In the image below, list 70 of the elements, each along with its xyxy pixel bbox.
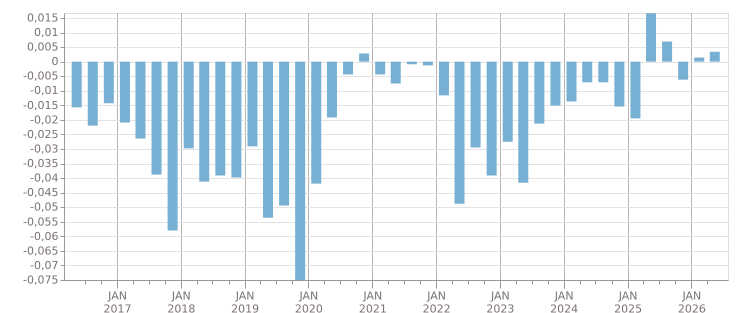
y-tick-label: -0,075 (23, 274, 58, 286)
bar (199, 62, 210, 182)
bar (295, 62, 306, 280)
bar (279, 62, 290, 206)
bar (104, 62, 114, 104)
x-tick-label: JAN 2026 (678, 290, 706, 313)
bar (135, 62, 146, 138)
x-tick-label: JAN 2025 (614, 290, 642, 313)
bar (598, 62, 608, 82)
y-tick-label: -0,065 (23, 244, 58, 258)
y-tick-label: -0,03 (30, 142, 58, 156)
y-tick-label: -0,01 (30, 84, 58, 98)
x-tick-label: JAN 2022 (422, 290, 451, 313)
bar (486, 62, 497, 176)
bar (343, 62, 354, 74)
bar (231, 62, 242, 178)
y-tick-label: -0,02 (30, 113, 58, 126)
bar (614, 62, 624, 106)
bar (710, 52, 720, 62)
y-tick-label: -0,05 (30, 200, 58, 214)
y-tick-label: -0,04 (30, 172, 58, 185)
y-tick-label: 0,01 (34, 26, 58, 40)
bar (518, 62, 528, 183)
bar (438, 62, 449, 96)
bar (662, 42, 672, 62)
y-tick-label: -0,055 (23, 215, 58, 228)
x-tick-label: JAN 2023 (486, 290, 514, 313)
bar (646, 13, 656, 62)
y-tick-label: -0,06 (30, 230, 58, 243)
bar (168, 62, 178, 230)
y-tick-label: 0 (52, 55, 58, 68)
bar (582, 62, 592, 82)
bar (534, 62, 544, 124)
bar (120, 62, 130, 122)
bar (502, 62, 513, 142)
bar (566, 62, 577, 102)
bar (422, 62, 433, 66)
bar (390, 62, 401, 84)
x-tick-label: JAN 2019 (231, 290, 260, 313)
y-tick-label: 0,005 (27, 40, 58, 54)
bar (88, 62, 98, 126)
bar (470, 62, 481, 148)
bar (247, 62, 258, 146)
bar (375, 62, 386, 74)
bar (72, 62, 82, 108)
bar (550, 62, 560, 106)
bar (678, 62, 688, 80)
x-tick-label: JAN 2018 (167, 290, 196, 313)
y-tick-label: -0,005 (23, 70, 58, 83)
y-tick-label: -0,035 (23, 157, 58, 170)
bar (630, 62, 640, 118)
y-tick-label: -0,015 (23, 98, 58, 112)
bar (359, 53, 370, 62)
y-tick-label: -0,045 (23, 186, 58, 200)
bar (184, 62, 194, 148)
y-tick-label: 0,015 (27, 11, 58, 24)
bar (694, 58, 704, 62)
y-tick-label: -0,025 (23, 128, 58, 141)
bar (152, 62, 162, 175)
x-tick-label: JAN 2017 (104, 290, 132, 313)
bar (263, 62, 274, 218)
bar (326, 62, 337, 118)
bar (454, 62, 465, 204)
y-tick-label: -0,07 (30, 258, 58, 272)
bar (406, 62, 417, 64)
bar (215, 62, 226, 176)
x-tick-label: JAN 2020 (294, 290, 323, 313)
x-tick-label: JAN 2021 (358, 290, 387, 313)
bar (311, 62, 322, 184)
x-tick-label: JAN 2024 (550, 290, 578, 313)
